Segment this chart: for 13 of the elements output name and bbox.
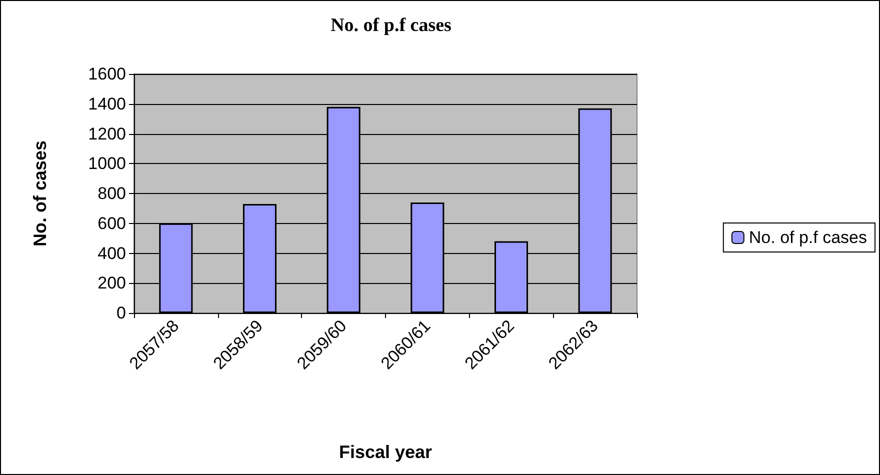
y-axis-title: No. of cases (30, 140, 50, 247)
y-tick-label: 600 (98, 214, 126, 233)
y-tick-label: 200 (98, 274, 126, 293)
y-tick-label: 1600 (88, 64, 126, 84)
y-tick-label: 800 (98, 184, 126, 203)
x-axis-title: Fiscal year (338, 442, 432, 462)
y-tick-label: 1400 (88, 94, 126, 114)
y-tick-label: 1000 (88, 154, 126, 174)
y-tick-label: 1200 (88, 124, 126, 144)
y-tick-label: 0 (116, 304, 126, 322)
chart-title: No. of p.f cases (330, 15, 452, 36)
legend-label: No. of p.f cases (748, 228, 868, 247)
y-tick-label: 400 (98, 244, 126, 263)
